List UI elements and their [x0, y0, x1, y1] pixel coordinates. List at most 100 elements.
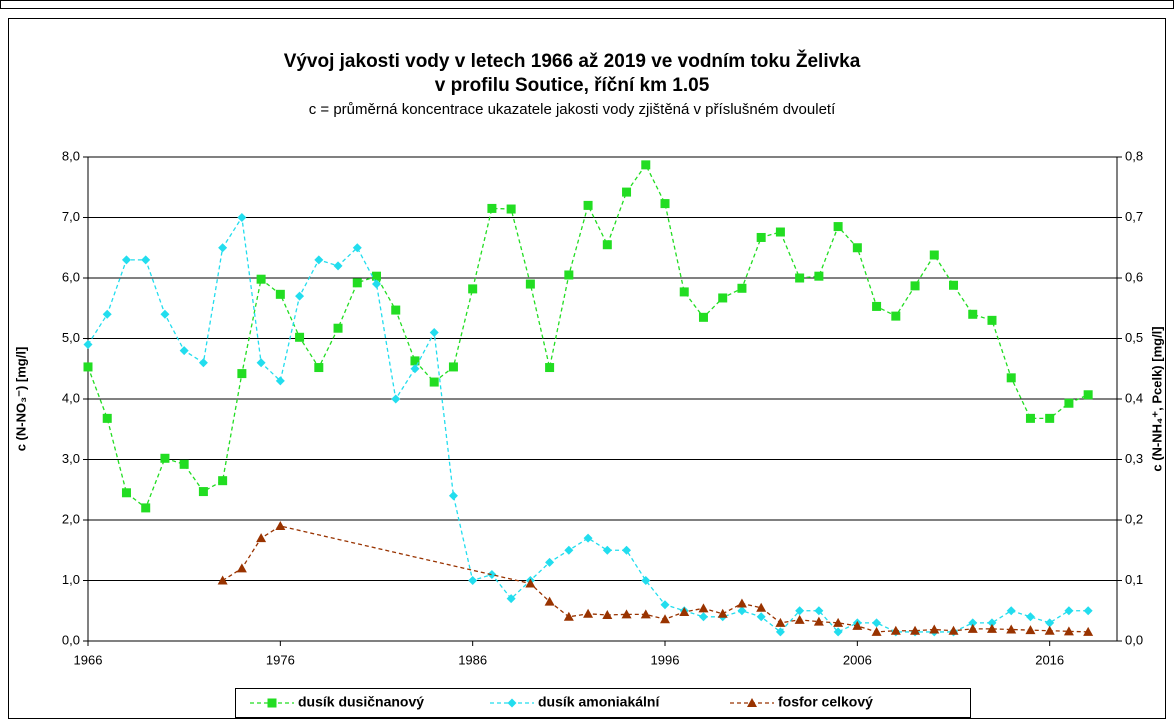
marker — [968, 618, 978, 628]
chart-title: Vývoj jakosti vody v letech 1966 až 2019… — [284, 50, 861, 72]
marker — [468, 284, 478, 294]
marker — [563, 611, 574, 621]
marker — [967, 623, 978, 633]
marker — [1083, 606, 1093, 616]
marker — [102, 309, 112, 319]
marker — [256, 358, 266, 368]
marker — [1045, 618, 1055, 628]
marker — [814, 271, 824, 281]
marker — [795, 273, 805, 283]
marker — [794, 614, 805, 624]
top-frame — [0, 0, 1174, 9]
marker — [968, 309, 978, 319]
marker — [602, 545, 612, 555]
marker — [660, 614, 671, 624]
y2-tick-label: 0,0 — [1125, 632, 1143, 647]
marker — [314, 363, 324, 373]
marker — [179, 346, 189, 356]
marker — [1006, 624, 1017, 634]
marker — [1025, 413, 1035, 423]
marker — [929, 624, 940, 634]
marker — [236, 563, 247, 573]
marker — [1083, 390, 1093, 400]
marker — [1083, 626, 1094, 636]
legend-label: dusík dusičnanový — [298, 694, 424, 710]
marker — [890, 625, 901, 635]
chart-title: v profilu Soutice, říční km 1.05 — [435, 75, 710, 96]
marker — [929, 250, 939, 260]
marker — [256, 274, 266, 284]
x-tick-label: 1996 — [651, 652, 680, 667]
marker — [564, 270, 574, 280]
marker — [852, 243, 862, 253]
marker — [525, 279, 535, 289]
legend-label: dusík amoniakální — [538, 694, 660, 710]
y-tick-label: 8,0 — [62, 148, 80, 163]
marker — [102, 413, 112, 423]
marker — [698, 612, 708, 622]
marker — [775, 627, 785, 637]
y2-tick-label: 0,8 — [1125, 148, 1143, 163]
marker — [141, 503, 151, 513]
marker — [641, 160, 651, 170]
marker — [679, 606, 690, 616]
marker — [545, 557, 555, 567]
marker — [814, 606, 824, 616]
marker — [718, 293, 728, 303]
legend-box — [235, 688, 971, 718]
marker — [910, 625, 921, 635]
series-line — [87, 163, 1089, 509]
marker — [756, 612, 766, 622]
marker — [487, 203, 497, 213]
marker — [621, 609, 632, 619]
y-tick-label: 6,0 — [62, 269, 80, 284]
marker — [872, 618, 882, 628]
marker — [314, 255, 324, 265]
marker — [237, 213, 247, 222]
marker — [391, 394, 401, 404]
marker — [756, 602, 767, 612]
marker — [717, 608, 728, 618]
marker — [795, 606, 805, 616]
marker — [468, 576, 478, 585]
marker — [891, 311, 901, 321]
marker — [410, 364, 420, 374]
marker — [295, 332, 305, 342]
marker — [448, 491, 458, 501]
legend-marker — [507, 698, 517, 708]
marker — [352, 278, 362, 288]
marker — [872, 301, 882, 311]
marker — [160, 453, 170, 463]
y-tick-label: 5,0 — [62, 330, 80, 345]
marker — [813, 616, 824, 626]
marker — [910, 281, 920, 291]
marker — [179, 459, 189, 469]
marker — [256, 533, 267, 543]
marker — [949, 280, 959, 290]
marker — [660, 600, 670, 610]
marker — [1025, 612, 1035, 622]
marker — [1063, 626, 1074, 636]
marker — [275, 289, 285, 299]
marker — [506, 594, 516, 604]
legend-label: fosfor celkový — [778, 694, 873, 710]
marker — [987, 315, 997, 325]
marker — [506, 204, 516, 214]
y-tick-label: 2,0 — [62, 511, 80, 526]
marker — [756, 232, 766, 242]
y2-tick-label: 0,3 — [1125, 451, 1143, 466]
marker — [275, 376, 285, 386]
y2-tick-label: 0,4 — [1125, 390, 1143, 405]
marker — [160, 309, 170, 319]
marker — [487, 569, 497, 579]
marker — [372, 271, 382, 281]
marker — [352, 243, 362, 253]
y2-tick-label: 0,2 — [1125, 511, 1143, 526]
marker — [833, 617, 844, 627]
marker — [602, 609, 613, 619]
marker — [736, 598, 747, 608]
marker — [448, 362, 458, 372]
marker — [775, 617, 786, 627]
marker — [1064, 398, 1074, 408]
